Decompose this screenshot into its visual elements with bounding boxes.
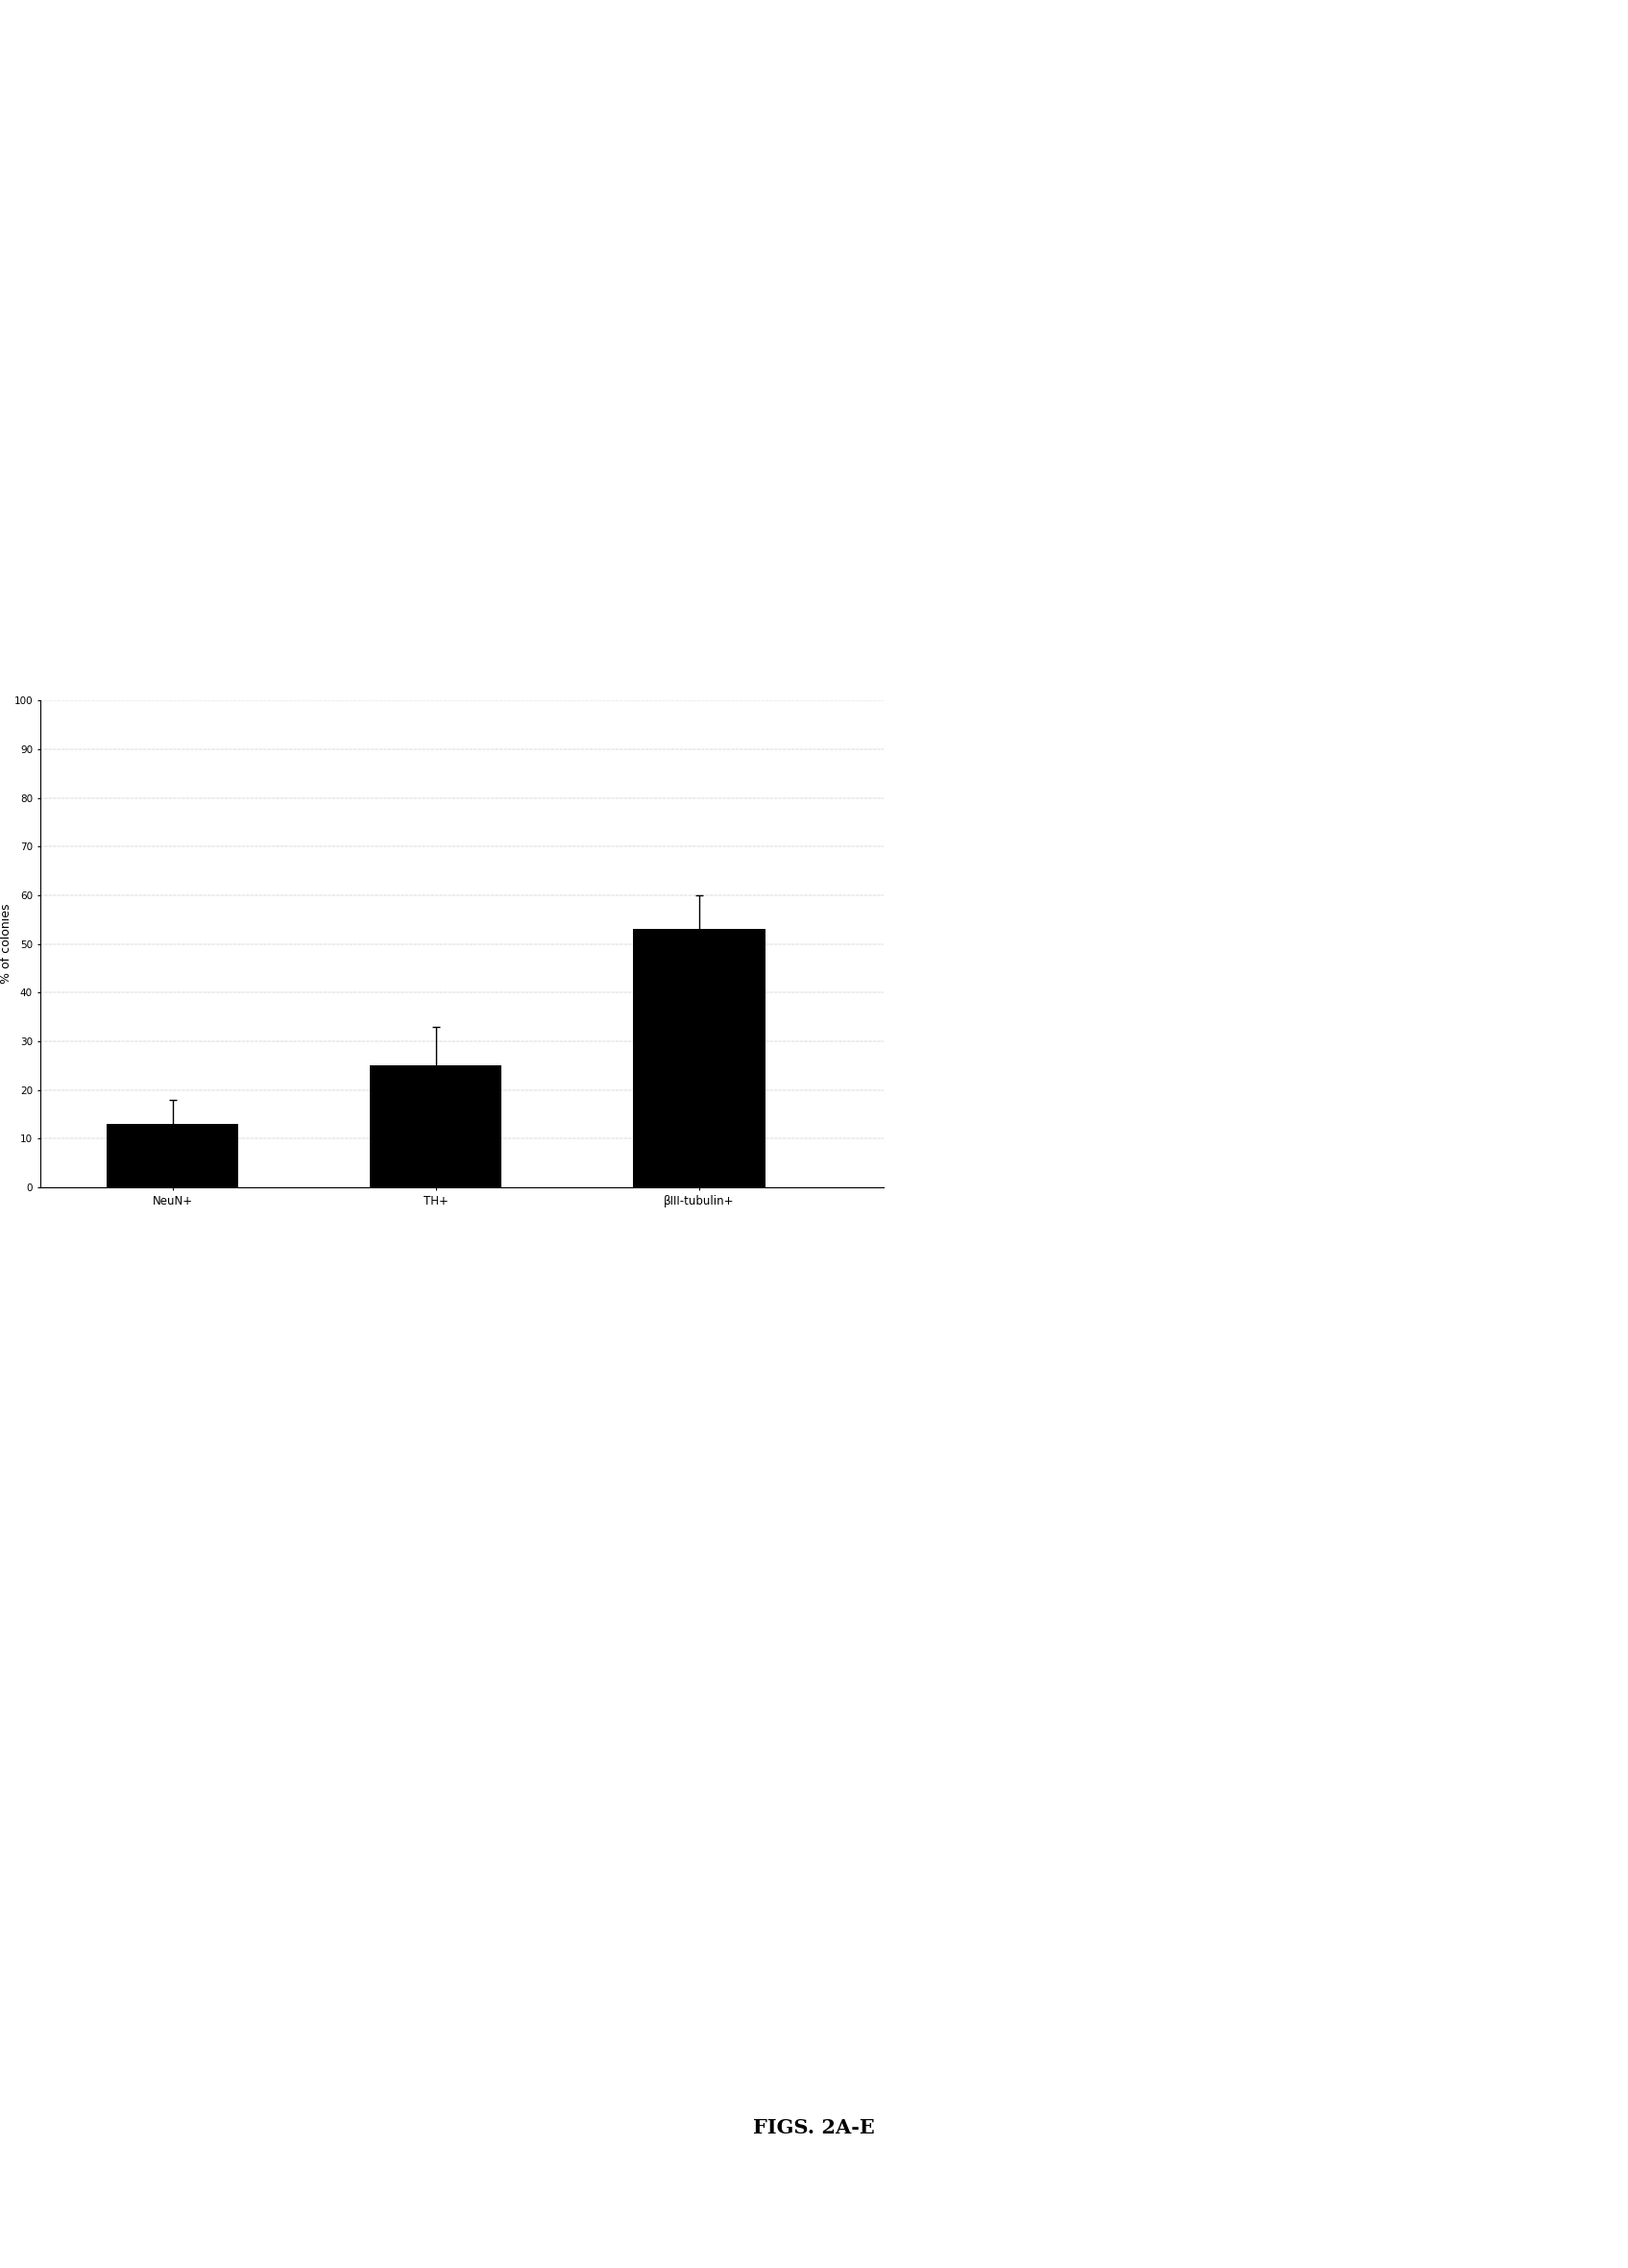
Text: 0h: 0h [467,1225,485,1238]
Text: 1: 1 [1158,1438,1167,1452]
Text: C: C [956,98,975,125]
Text: 0h: 0h [467,1658,485,1672]
Text: 36h: 36h [978,1658,1006,1672]
Text: nestin  βIII-tubulin: nestin βIII-tubulin [337,98,453,109]
Bar [106,1125,238,1186]
Text: GFP: GFP [1442,98,1475,111]
Y-axis label: % of colonies: % of colonies [0,905,13,984]
Text: 48h: 48h [1499,1658,1527,1672]
Bar [633,930,765,1186]
Text: 1: 1 [637,1438,646,1452]
Bar [370,1066,501,1186]
Text: FIGS. 2A-E: FIGS. 2A-E [754,2118,874,2136]
Text: 250μm: 250μm [671,603,718,617]
Text: E: E [55,1658,70,1676]
Text: 2: 2 [749,1306,757,1320]
Text: 2: 2 [1268,1306,1278,1320]
Text: 48h: 48h [1499,1225,1527,1238]
Text: 1: 1 [117,1438,125,1452]
Text: D: D [55,1225,72,1243]
Text: 2: 2 [228,1306,238,1320]
Text: 36h: 36h [978,1225,1006,1238]
Text: A: A [75,98,94,125]
